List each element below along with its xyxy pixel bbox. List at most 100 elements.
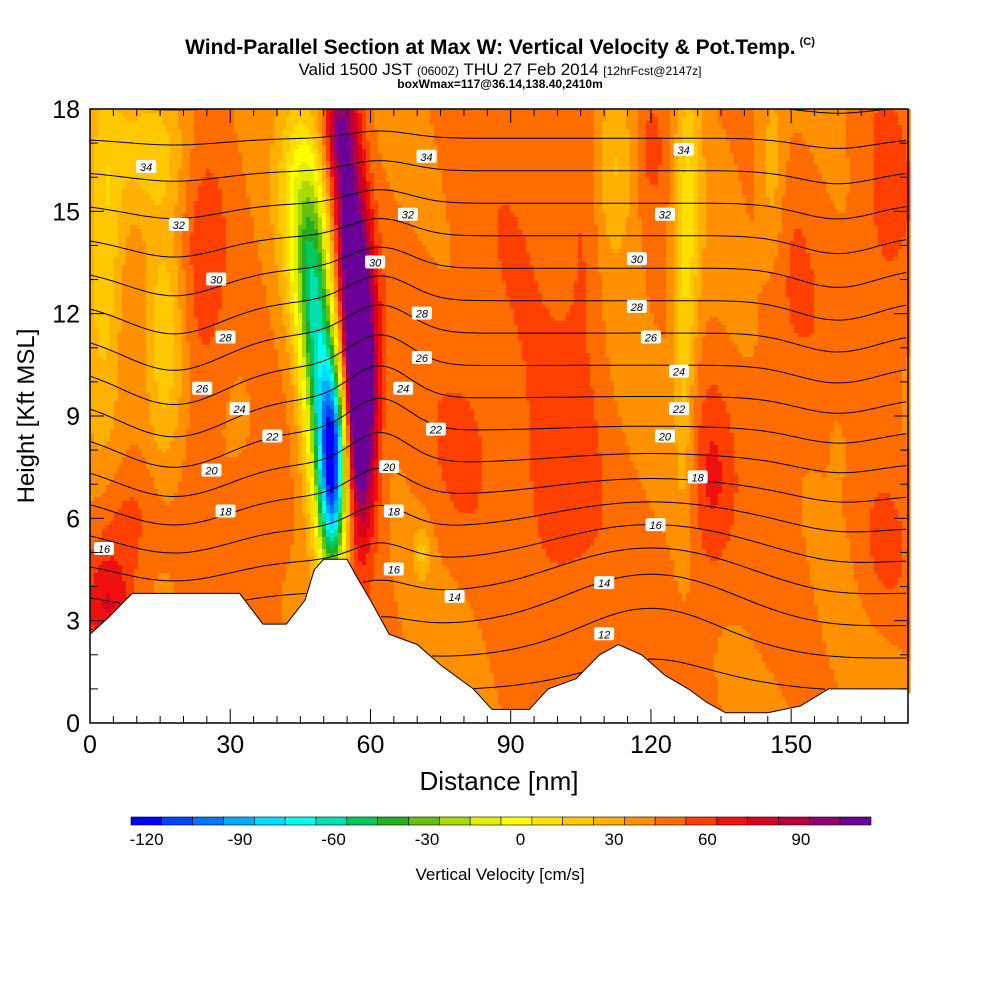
field-cell [202,513,207,518]
field-cell [154,117,159,122]
field-cell [238,257,243,262]
field-cell [142,537,147,542]
field-cell [234,585,239,590]
field-cell [122,193,127,198]
field-cell [130,245,135,250]
field-cell [102,273,107,278]
field-cell [110,489,115,494]
field-cell [202,437,207,442]
field-cell [146,225,151,230]
field-cell [154,277,159,282]
field-cell [202,205,207,210]
field-cell [182,269,187,274]
field-cell [198,477,203,482]
field-cell [238,297,243,302]
field-cell [146,357,151,362]
field-cell [166,289,171,294]
field-cell [194,465,199,470]
field-cell [134,405,139,410]
field-cell [198,233,203,238]
field-cell [238,357,243,362]
field-cell [126,381,131,386]
field-cell [214,209,219,214]
field-cell [154,225,159,230]
field-cell [194,469,199,474]
field-cell [166,497,171,502]
field-cell [174,477,179,482]
field-cell [150,469,155,474]
field-cell [214,373,219,378]
field-cell [142,149,147,154]
field-cell [206,313,211,318]
field-cell [194,153,199,158]
field-cell [174,345,179,350]
field-cell [118,277,123,282]
field-cell [242,221,247,226]
field-cell [206,585,211,590]
field-cell [146,529,151,534]
field-cell [146,385,151,390]
field-cell [154,553,159,558]
field-cell [246,521,251,526]
field-cell [178,573,183,578]
field-cell [162,469,167,474]
field-cell [142,245,147,250]
field-cell [134,381,139,386]
field-cell [210,401,215,406]
field-cell [126,405,131,410]
field-cell [222,405,227,410]
field-cell [198,209,203,214]
field-cell [170,309,175,314]
field-cell [138,321,143,326]
field-cell [194,285,199,290]
field-cell [194,505,199,510]
field-cell [146,389,151,394]
field-cell [226,241,231,246]
field-cell [162,245,167,250]
field-cell [130,189,135,194]
field-cell [98,229,103,234]
field-cell [110,333,115,338]
field-cell [158,153,163,158]
field-cell [218,581,223,586]
field-cell [146,125,151,130]
field-cell [166,213,171,218]
field-cell [190,525,195,530]
field-cell [98,301,103,306]
field-cell [130,261,135,266]
field-cell [154,309,159,314]
field-cell [186,137,191,142]
field-cell [158,197,163,202]
field-cell [194,121,199,126]
field-cell [138,505,143,510]
field-cell [102,417,107,422]
field-cell [182,377,187,382]
field-cell [162,173,167,178]
field-cell [134,585,139,590]
field-cell [126,137,131,142]
field-cell [206,521,211,526]
field-cell [106,409,111,414]
field-cell [246,141,251,146]
field-cell [210,301,215,306]
field-cell [130,489,135,494]
field-cell [154,193,159,198]
field-cell [158,345,163,350]
field-cell [182,149,187,154]
field-cell [178,249,183,254]
field-cell [106,113,111,118]
field-cell [142,569,147,574]
field-cell [130,157,135,162]
field-cell [94,621,99,626]
field-cell [146,313,151,318]
field-cell [158,389,163,394]
field-cell [130,273,135,278]
field-cell [166,557,171,562]
field-cell [146,285,151,290]
field-cell [170,469,175,474]
field-cell [194,237,199,242]
field-cell [126,461,131,466]
field-cell [114,421,119,426]
field-cell [174,421,179,426]
field-cell [114,493,119,498]
